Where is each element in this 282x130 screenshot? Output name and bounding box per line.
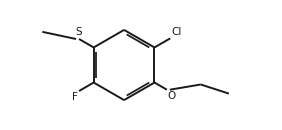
- Text: S: S: [76, 28, 82, 37]
- Text: O: O: [168, 91, 176, 101]
- Text: F: F: [72, 92, 78, 102]
- Text: Cl: Cl: [171, 27, 182, 37]
